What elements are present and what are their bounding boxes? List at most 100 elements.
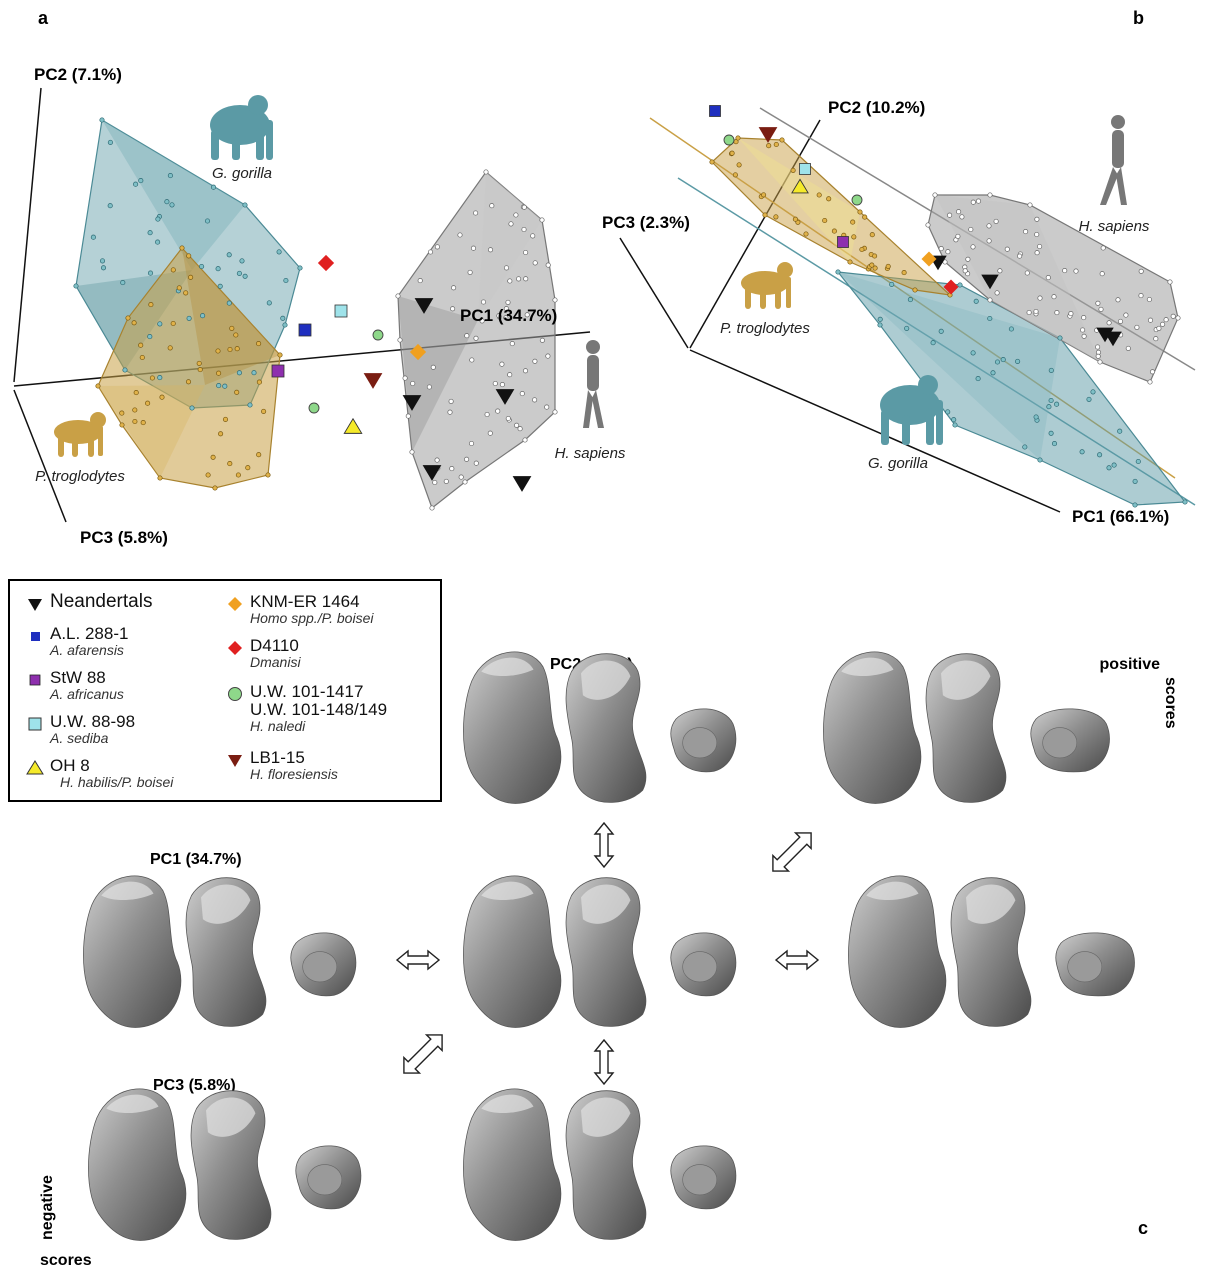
- human-silhouette-icon: [583, 340, 604, 428]
- sapiens-point: [479, 318, 485, 324]
- gorilla-point: [266, 300, 272, 306]
- sapiens-point: [505, 415, 511, 422]
- sapiens-point: [432, 479, 438, 486]
- talus-head: [1067, 951, 1103, 983]
- gorilla-point: [186, 315, 192, 321]
- gorilla-point: [1000, 357, 1006, 363]
- oh8-marker: [343, 417, 363, 434]
- sapiens-point: [1095, 300, 1101, 306]
- sapiens-point: [1160, 321, 1166, 327]
- legend-item-d4110: D4110 Dmanisi: [224, 637, 301, 670]
- chimp-point: [256, 341, 262, 347]
- chimp-point: [792, 216, 798, 222]
- chimp-point: [95, 383, 101, 389]
- chimp-point: [149, 375, 155, 381]
- chimp-point: [218, 431, 224, 437]
- gorilla-point: [107, 203, 113, 209]
- pc3-label-a: PC3 (5.8%): [80, 528, 168, 547]
- uw101-marker: [723, 134, 735, 146]
- sapiens-point: [469, 357, 475, 363]
- chimp-point: [227, 461, 233, 467]
- gorilla-point: [904, 325, 910, 331]
- gorilla-point: [226, 300, 232, 306]
- gorilla-point: [164, 199, 170, 205]
- sapiens-point: [1100, 245, 1106, 251]
- chimp-point: [183, 290, 189, 296]
- sapiens-point: [496, 313, 502, 319]
- sapiens-point: [956, 209, 962, 215]
- sapiens-point: [480, 299, 487, 305]
- chimp-point: [215, 348, 221, 354]
- pc3-label-b: PC3 (2.3%): [602, 213, 690, 232]
- sapiens-point: [450, 306, 456, 312]
- sapiens-point: [443, 478, 449, 484]
- red-diamond-icon: [228, 641, 242, 655]
- sapiens-point: [1167, 279, 1173, 285]
- chimp-point: [196, 360, 202, 366]
- sapiens-point: [495, 408, 501, 414]
- sapiens-point: [532, 397, 538, 403]
- sapiens-point: [539, 337, 545, 343]
- sapiens-point: [987, 297, 993, 303]
- gorilla-point: [957, 282, 963, 288]
- gorilla-point: [222, 383, 228, 389]
- talus-head: [307, 1164, 343, 1196]
- bone-models: [83, 651, 1135, 1241]
- talus-highlight: [201, 884, 251, 924]
- chimp-point: [119, 410, 125, 416]
- chimp-point: [140, 420, 146, 426]
- chimp-point: [170, 320, 176, 327]
- chimp-point: [157, 475, 163, 481]
- sapiens-point: [405, 413, 411, 419]
- sapiens-point: [1147, 379, 1153, 385]
- gorilla-point: [994, 359, 1001, 365]
- sapiens-point: [1026, 309, 1032, 316]
- chimp-point: [159, 394, 165, 400]
- sapiens-point: [462, 479, 468, 485]
- sapiens-point: [1106, 320, 1112, 326]
- sapiens-point: [1149, 369, 1156, 375]
- sapiens-point: [986, 223, 992, 229]
- chimp-point: [185, 379, 192, 385]
- sapiens-point: [430, 364, 436, 370]
- sapiens-point: [1115, 297, 1121, 303]
- sapiens-point: [499, 361, 505, 367]
- lb115-marker: [363, 373, 383, 389]
- gorilla-point: [200, 313, 206, 319]
- gorilla-point: [1106, 465, 1112, 471]
- sapiens-point: [429, 505, 435, 511]
- gorilla-point: [99, 258, 106, 264]
- gorilla-point: [1022, 444, 1028, 450]
- sapiens-point: [975, 198, 982, 204]
- gorilla-point: [1037, 457, 1043, 463]
- gorilla-point: [970, 350, 976, 356]
- sapiens-point: [1034, 250, 1040, 256]
- gorilla-point: [133, 181, 139, 187]
- sapiens-point: [395, 293, 401, 299]
- sapiens-point: [532, 260, 538, 266]
- sapiens-point: [1095, 344, 1101, 350]
- sapiens-point: [1081, 315, 1087, 321]
- panel-a-label: a: [38, 8, 49, 28]
- sapiens-point: [397, 337, 403, 343]
- sapiens-point: [962, 268, 968, 274]
- gorilla-point: [242, 273, 248, 279]
- chimp-point: [790, 167, 796, 173]
- sapiens-point: [945, 249, 951, 255]
- chimp-point: [119, 422, 125, 428]
- sapiens-point: [1034, 216, 1040, 222]
- chimp-point: [901, 270, 907, 276]
- gorilla-point: [147, 334, 153, 340]
- sapiens-point: [523, 249, 529, 256]
- sapiens-point: [994, 290, 1000, 296]
- double-arrow-icon: [395, 821, 820, 1086]
- gorilla-point: [280, 315, 286, 321]
- legend-item-al288: A.L. 288-1 A. afarensis: [24, 625, 128, 658]
- talus-highlight: [866, 881, 919, 901]
- gorilla-point: [1182, 499, 1188, 505]
- sapiens-point: [483, 169, 489, 175]
- neandertal-marker: [402, 395, 422, 411]
- chimp-point: [132, 407, 138, 413]
- chimp-point: [265, 472, 271, 478]
- chimp-point: [773, 141, 779, 148]
